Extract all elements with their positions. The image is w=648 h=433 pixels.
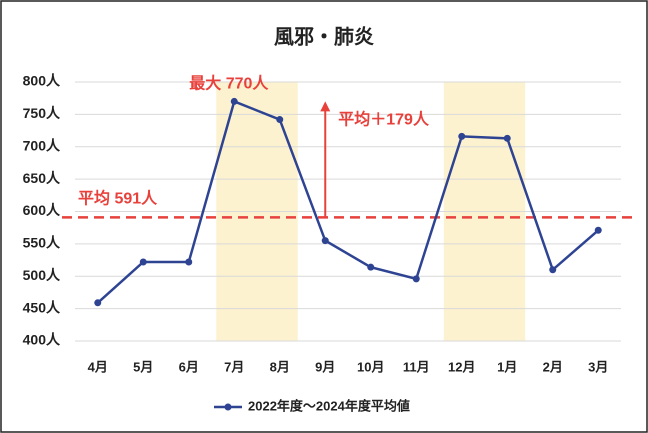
data-point xyxy=(594,226,602,234)
y-tick-label: 600人 xyxy=(23,202,61,218)
data-point xyxy=(367,263,375,271)
y-tick-label: 800人 xyxy=(23,73,61,89)
x-tick-label: 11月 xyxy=(403,359,430,374)
y-tick-label: 700人 xyxy=(23,137,61,153)
data-point xyxy=(139,258,147,266)
y-tick-label: 650人 xyxy=(23,170,61,186)
x-tick-label: 7月 xyxy=(224,359,244,374)
reference-label: 平均 591人 xyxy=(78,189,158,208)
x-tick-label: 5月 xyxy=(133,359,153,374)
x-tick-label: 2月 xyxy=(543,359,563,374)
chart-title: 風邪・肺炎 xyxy=(274,25,374,48)
x-tick-label: 12月 xyxy=(448,359,475,374)
grid-layer xyxy=(75,81,621,342)
x-tick-label: 8月 xyxy=(270,359,290,374)
data-point xyxy=(230,97,238,105)
y-tick-label: 400人 xyxy=(23,332,61,348)
x-tick-label: 1月 xyxy=(497,359,517,374)
y-tick-label: 550人 xyxy=(23,235,61,251)
legend-marker xyxy=(224,403,232,411)
y-tick-label: 500人 xyxy=(23,267,61,283)
legend-label: 2022年度～2024年度平均値 xyxy=(248,398,410,413)
x-tick-label: 4月 xyxy=(88,359,108,374)
x-tick-label: 10月 xyxy=(357,359,384,374)
series-line xyxy=(96,99,600,304)
max-label: 最大 770人 xyxy=(189,74,269,93)
arrow-head xyxy=(320,101,331,112)
y-tick-label: 450人 xyxy=(23,299,61,315)
x-tick-label: 6月 xyxy=(179,359,199,374)
y-tick-label: 750人 xyxy=(23,105,61,121)
data-point xyxy=(503,134,511,142)
data-point xyxy=(94,299,102,307)
data-point xyxy=(276,116,284,124)
data-point xyxy=(185,258,193,266)
data-point xyxy=(549,266,557,274)
x-tick-label: 3月 xyxy=(588,359,608,374)
data-point xyxy=(321,237,329,245)
data-point xyxy=(412,275,420,283)
difference-label: 平均＋179人 xyxy=(338,110,430,129)
data-point xyxy=(458,132,466,140)
x-tick-label: 9月 xyxy=(315,359,335,374)
